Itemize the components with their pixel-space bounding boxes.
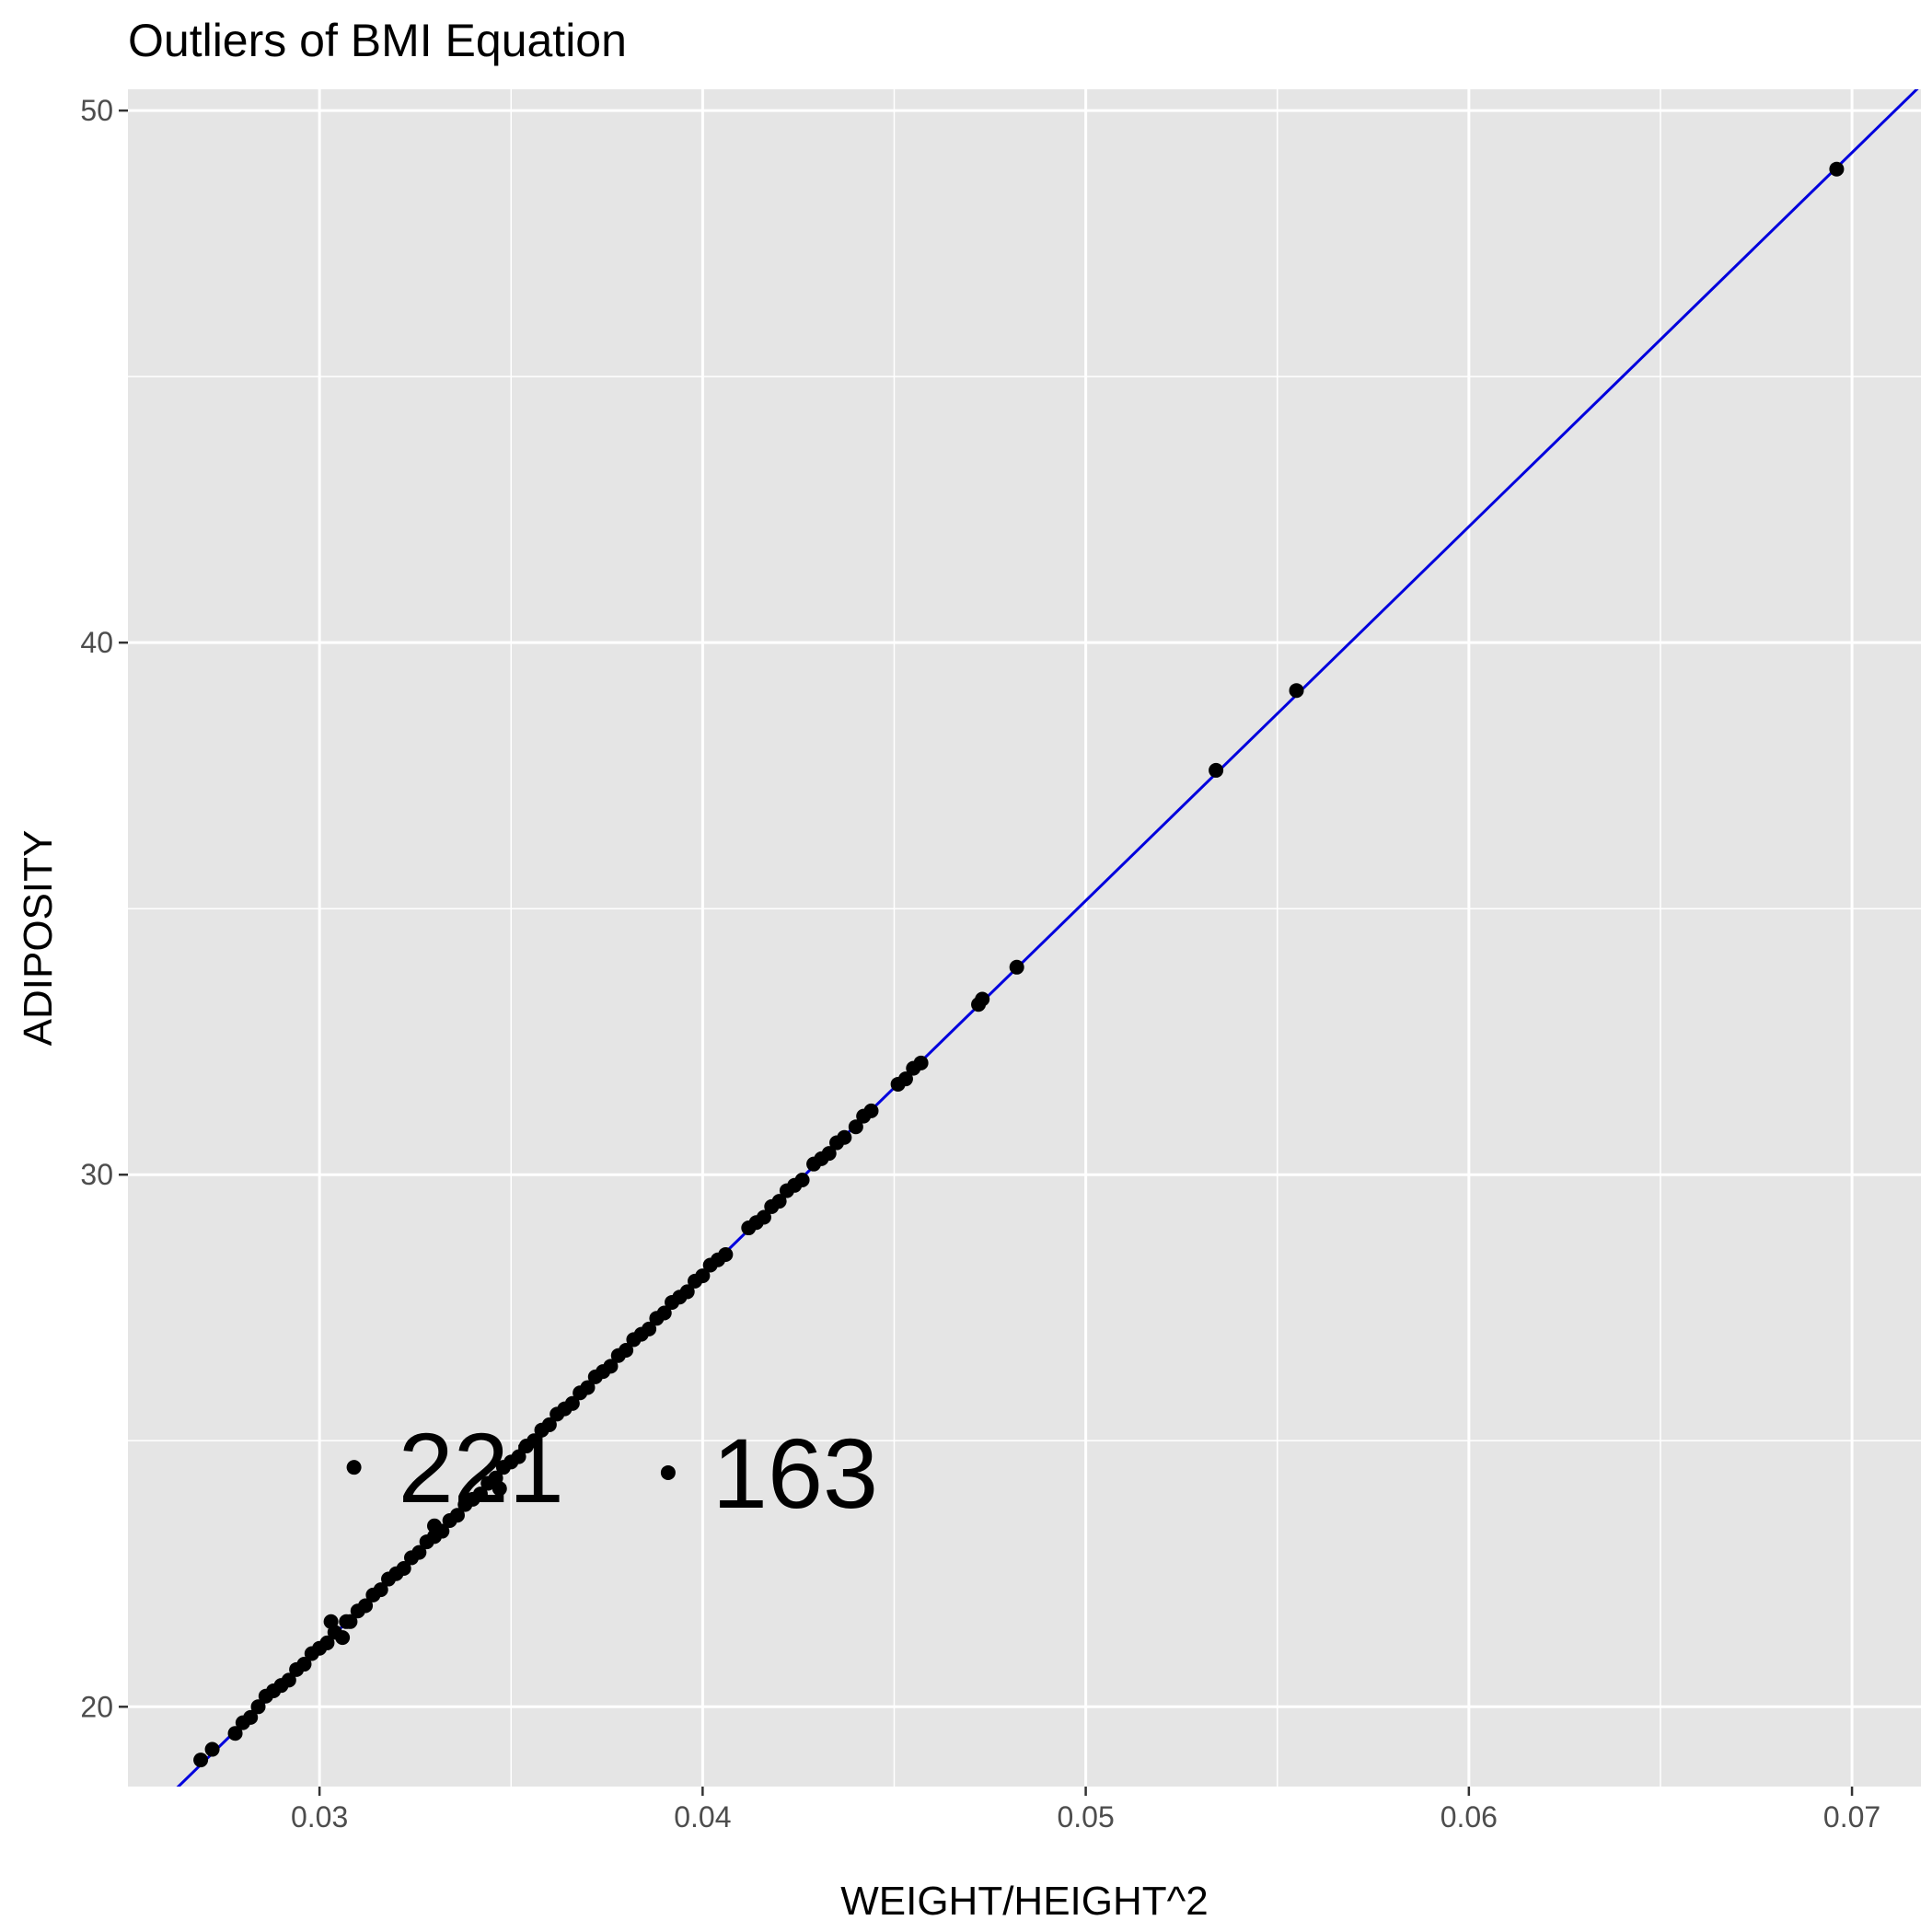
- data-point: [296, 1657, 312, 1672]
- data-point: [863, 1103, 879, 1118]
- point-annotation-label: 163: [712, 1417, 878, 1529]
- data-point: [396, 1560, 411, 1576]
- data-point: [897, 1071, 913, 1087]
- point-annotations: 221 163: [399, 1412, 879, 1529]
- y-tick-label: 50: [80, 94, 113, 127]
- data-point: [848, 1119, 863, 1135]
- data-point: [511, 1449, 526, 1464]
- data-points: [193, 161, 1845, 1768]
- data-point: [718, 1246, 734, 1262]
- data-point: [250, 1699, 266, 1715]
- data-point: [603, 1359, 619, 1374]
- data-point: [342, 1614, 358, 1629]
- data-point: [373, 1582, 388, 1598]
- data-point: [492, 1481, 507, 1497]
- data-point: [580, 1380, 596, 1395]
- data-point: [564, 1395, 580, 1411]
- data-point: [660, 1464, 676, 1480]
- plot-panel: [128, 89, 1921, 1787]
- data-point: [642, 1321, 657, 1336]
- data-point: [1009, 959, 1024, 975]
- data-point: [1289, 683, 1304, 699]
- x-tick-label: 0.06: [1440, 1800, 1498, 1834]
- data-point: [1829, 161, 1845, 177]
- data-point: [541, 1417, 557, 1432]
- x-tick-label: 0.03: [291, 1800, 348, 1834]
- x-tick-label: 0.07: [1823, 1800, 1880, 1834]
- data-point: [193, 1753, 209, 1768]
- x-tick-label: 0.05: [1057, 1800, 1114, 1834]
- y-axis-ticks: 20 30 40 50: [80, 94, 128, 1723]
- data-point: [449, 1508, 465, 1523]
- data-point: [679, 1284, 695, 1300]
- data-point: [756, 1209, 771, 1225]
- data-point: [1209, 762, 1224, 778]
- data-point: [335, 1630, 351, 1646]
- data-point: [319, 1635, 335, 1650]
- data-point: [913, 1055, 929, 1070]
- minor-gridlines: [128, 89, 1921, 1787]
- data-point: [472, 1487, 488, 1502]
- data-point: [656, 1305, 672, 1321]
- data-point: [204, 1741, 220, 1757]
- major-gridlines: [128, 89, 1921, 1787]
- data-point: [358, 1598, 374, 1614]
- y-tick-label: 30: [80, 1158, 113, 1191]
- data-point: [619, 1342, 634, 1358]
- data-point: [695, 1268, 711, 1284]
- y-tick-label: 20: [80, 1690, 113, 1723]
- data-point: [975, 991, 990, 1007]
- data-point: [526, 1433, 542, 1449]
- data-point: [837, 1129, 852, 1145]
- data-point: [434, 1523, 450, 1539]
- data-point: [794, 1173, 810, 1188]
- point-annotation-label: 221: [399, 1412, 564, 1523]
- y-axis-title: ADIPOSITY: [16, 830, 61, 1047]
- x-tick-label: 0.04: [674, 1800, 731, 1834]
- data-point: [346, 1460, 362, 1475]
- chart-title: Outliers of BMI Equation: [128, 15, 627, 66]
- data-point: [243, 1709, 259, 1725]
- data-point: [821, 1146, 837, 1162]
- data-point: [281, 1672, 296, 1688]
- x-axis-ticks: 0.03 0.04 0.05 0.06 0.07: [291, 1787, 1880, 1834]
- data-point: [771, 1194, 787, 1209]
- y-tick-label: 40: [80, 626, 113, 659]
- data-point: [227, 1726, 243, 1741]
- data-point: [411, 1544, 427, 1560]
- x-axis-title: WEIGHT/HEIGHT^2: [840, 1879, 1209, 1924]
